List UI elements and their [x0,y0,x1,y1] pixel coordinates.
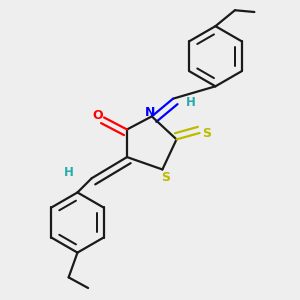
Text: S: S [161,171,170,184]
Text: H: H [186,96,196,109]
Text: H: H [64,166,74,179]
Text: S: S [202,127,211,140]
Text: N: N [145,106,155,118]
Text: O: O [92,109,103,122]
